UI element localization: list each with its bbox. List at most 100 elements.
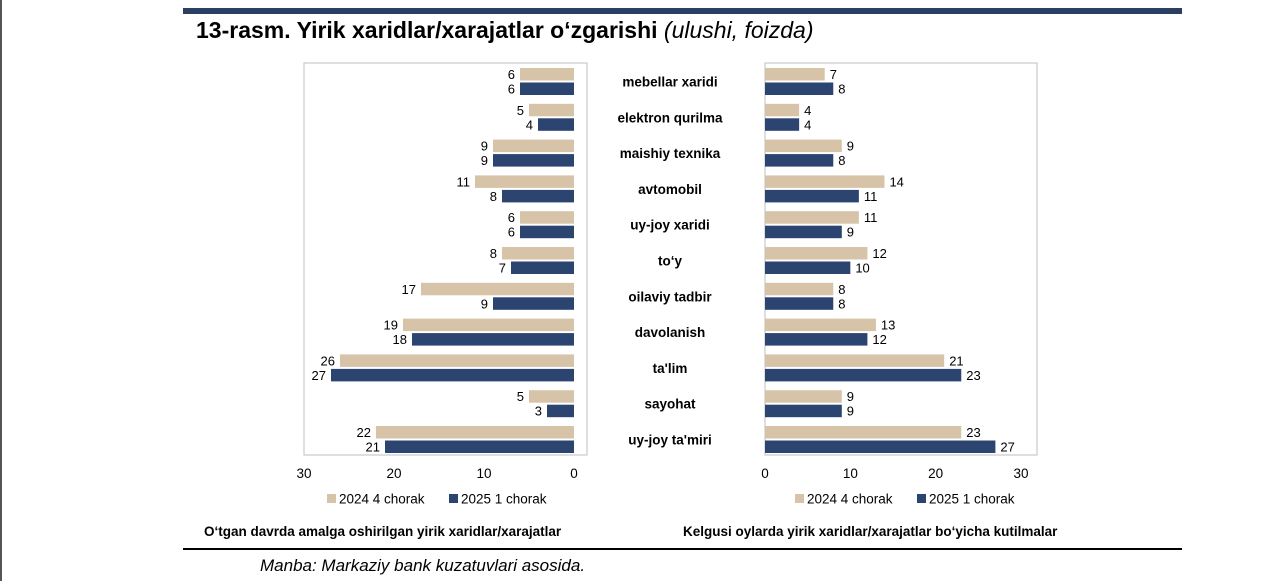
left-data-label: 6 [508,225,515,240]
left-data-label: 11 [457,174,471,189]
left-data-label: 27 [312,368,326,383]
left-bar [403,318,574,332]
right-bar [765,404,842,418]
right-data-label: 11 [864,210,878,225]
category-label: to‘y [658,254,682,269]
left-data-label: 22 [357,425,371,440]
right-data-label: 12 [872,246,886,261]
right-legend-label: 2025 1 chorak [929,492,1015,507]
right-tick-label: 0 [761,466,769,481]
left-tick-label: 0 [570,466,578,481]
category-label: uy-joy ta'miri [628,433,711,448]
left-data-label: 8 [490,246,497,261]
left-bar [493,139,574,153]
left-bar [493,297,574,310]
left-data-label: 17 [402,282,416,297]
right-data-label: 21 [949,353,963,368]
category-label: avtomobil [638,182,702,197]
left-data-label: 6 [508,67,515,82]
figure-title-subtitle: (ulushi, foizda) [663,17,814,43]
right-data-label: 27 [1000,440,1014,455]
right-data-label: 13 [881,318,895,333]
right-bar [765,440,996,453]
left-data-label: 18 [393,332,407,347]
left-tick-label: 10 [476,466,491,481]
right-bar [765,390,842,403]
left-plot-frame [303,62,588,456]
right-bar [765,333,868,346]
left-bar [475,175,574,188]
right-data-label: 8 [838,282,845,297]
left-bar [529,103,574,117]
right-data-label: 9 [847,404,854,419]
category-label: elektron qurilma [617,110,723,125]
left-bar [376,426,574,439]
left-data-label: 7 [499,261,506,276]
right-bar [765,82,834,95]
header-rule [183,8,1182,14]
left-data-label: 6 [508,210,515,225]
left-data-label: 6 [508,82,515,97]
left-data-label: 3 [535,404,542,419]
right-data-label: 9 [847,389,854,404]
left-legend-swatch [449,494,458,503]
left-data-label: 5 [517,103,524,118]
right-bar [765,139,842,153]
left-data-label: 8 [490,189,497,204]
right-bar [765,175,885,188]
right-data-label: 9 [847,139,854,154]
left-data-label: 4 [526,117,533,132]
right-bar [765,247,868,260]
left-legend-label: 2025 1 chorak [461,492,547,507]
left-tick-label: 20 [386,466,401,481]
left-bar [385,440,574,453]
right-bar [765,297,834,310]
left-bar [421,282,574,296]
left-legend-label: 2024 4 chorak [339,492,425,507]
left-bar [493,154,574,167]
left-bar [520,225,574,239]
right-data-label: 8 [838,82,845,97]
right-bar [765,282,834,296]
right-data-label: 10 [855,261,869,276]
left-bar [520,211,574,224]
right-bar [765,318,876,332]
right-bar [765,261,851,274]
right-bar [765,211,859,224]
right-bar [765,68,825,81]
left-bar [331,368,574,382]
right-data-label: 8 [838,153,845,168]
right-legend-label: 2024 4 chorak [807,492,893,507]
left-data-label: 9 [481,153,488,168]
right-bar [765,118,800,131]
left-bar [502,247,574,260]
right-data-label: 4 [804,117,811,132]
right-bar [765,154,834,167]
left-data-label: 21 [366,440,380,455]
left-data-label: 5 [517,389,524,404]
left-bar [520,82,574,95]
figure-title: 13-rasm. Yirik xaridlar/xarajatlar o‘zga… [196,17,814,44]
left-bar [340,354,574,367]
left-bar [502,189,574,203]
left-bar [520,68,574,81]
right-bar [765,368,962,382]
source-note: Manba: Markaziy bank kuzatuvlari asosida… [260,556,586,575]
right-data-label: 8 [838,296,845,311]
left-legend-swatch [327,494,336,503]
right-data-label: 9 [847,225,854,240]
left-tick-label: 30 [296,466,311,481]
category-label: maishiy texnika [620,146,721,161]
right-legend-swatch [795,494,804,503]
category-label: uy-joy xaridi [630,218,710,233]
right-legend-swatch [917,494,926,503]
right-data-label: 12 [872,332,886,347]
category-label: sayohat [644,397,696,412]
left-bar [529,390,574,403]
right-data-label: 7 [830,67,837,82]
right-tick-label: 10 [843,466,858,481]
category-label: oilaviy tadbir [628,289,712,304]
right-data-label: 4 [804,103,811,118]
right-data-label: 11 [864,189,878,204]
